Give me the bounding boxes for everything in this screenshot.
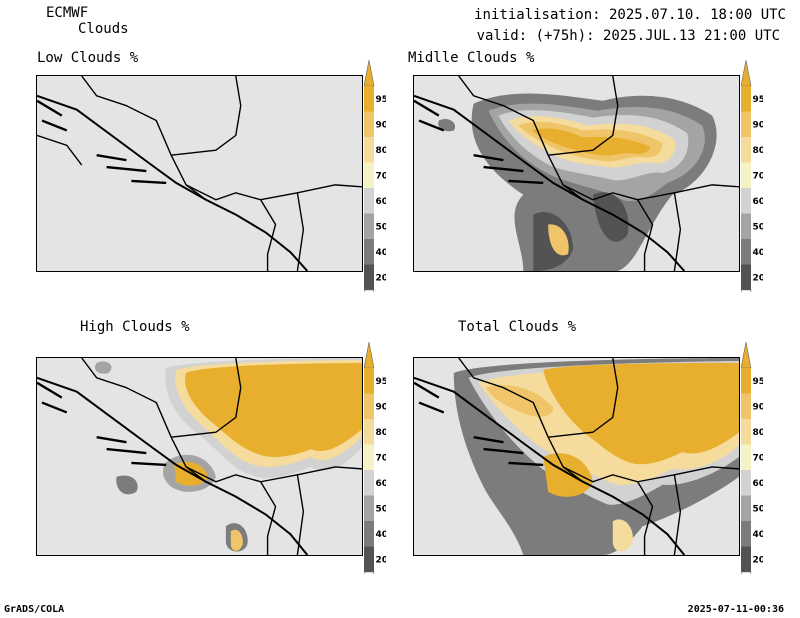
map-middle-clouds-drawing: [414, 76, 739, 271]
colorbar-segment: [364, 495, 374, 521]
colorbar-segment: [364, 368, 374, 394]
colorbar-total-svg: 95 90 80 70 60 50 40 20: [740, 341, 765, 597]
colorbar-segment: [741, 264, 751, 290]
colorbar-bottom-arrow: [363, 289, 375, 315]
colorbar-tick-label: 60: [753, 479, 764, 489]
colorbar-segment: [741, 444, 751, 470]
colorbar-tick-label: 60: [753, 197, 764, 207]
colorbar-tick-label: 95: [376, 377, 387, 387]
colorbar-tick-label: 40: [376, 248, 387, 258]
colorbar-tick-label: 40: [376, 530, 387, 540]
colorbar-segment: [364, 521, 374, 547]
panel-title-low: Low Clouds %: [37, 50, 139, 66]
colorbar-tick-label: 70: [376, 171, 387, 181]
colorbar-segment: [364, 264, 374, 290]
colorbar-segment: [741, 546, 751, 572]
colorbar-segment: [741, 419, 751, 445]
colorbar-top-arrow: [740, 59, 752, 87]
colorbar-segment: [364, 137, 374, 163]
colorbar-tick-label: 70: [753, 171, 764, 181]
map-high-clouds: [36, 357, 363, 556]
colorbar-bottom-arrow: [740, 289, 752, 315]
colorbar-tick-label: 80: [753, 428, 764, 438]
colorbar-bottom-arrow: [363, 571, 375, 597]
colorbar-segment: [741, 393, 751, 419]
colorbar-segment: [364, 239, 374, 265]
colorbar-tick-label: 80: [376, 428, 387, 438]
colorbar-segment: [741, 188, 751, 214]
colorbar-tick-label: 90: [753, 402, 764, 412]
colorbar-low-svg: 95 90 80 70 60 50 40 20: [363, 59, 388, 315]
panel-title-middle: Midlle Clouds %: [408, 50, 535, 66]
map-total-clouds-drawing: [414, 358, 739, 555]
colorbar-segment: [364, 393, 374, 419]
panel-title-total: Total Clouds %: [458, 319, 577, 335]
software-credit: GrADS/COLA: [4, 604, 65, 615]
colorbar-tick-label: 95: [753, 377, 764, 387]
panel-title-high: High Clouds %: [80, 319, 190, 335]
map-total-clouds: [413, 357, 740, 556]
colorbar-tick-label: 50: [753, 222, 764, 232]
colorbar-segment: [741, 86, 751, 112]
colorbar-tick-label: 60: [376, 479, 387, 489]
colorbar-tick-label: 20: [376, 273, 387, 283]
colorbar-top-arrow: [363, 341, 375, 369]
colorbar-middle: 95 90 80 70 60 50 40 20: [740, 59, 765, 315]
colorbar-segment: [741, 137, 751, 163]
colorbar-top-arrow: [363, 59, 375, 87]
colorbar-tick-label: 40: [753, 248, 764, 258]
parameter-name: Clouds: [78, 21, 129, 37]
colorbar-segment: [741, 495, 751, 521]
colorbar-tick-label: 80: [376, 146, 387, 156]
colorbar-high-svg: 95 90 80 70 60 50 40 20: [363, 341, 388, 597]
colorbar-tick-label: 80: [753, 146, 764, 156]
colorbar-segment: [364, 86, 374, 112]
colorbar-total: 95 90 80 70 60 50 40 20: [740, 341, 765, 597]
colorbar-segment: [364, 419, 374, 445]
colorbar-tick-label: 40: [753, 530, 764, 540]
colorbar-tick-label: 20: [376, 555, 387, 565]
colorbar-segment: [741, 213, 751, 239]
colorbar-segment: [364, 444, 374, 470]
colorbar-tick-label: 90: [376, 120, 387, 130]
colorbar-tick-label: 70: [376, 453, 387, 463]
colorbar-segment: [364, 470, 374, 496]
colorbar-segment: [741, 162, 751, 188]
colorbar-tick-label: 90: [376, 402, 387, 412]
colorbar-tick-label: 20: [753, 555, 764, 565]
colorbar-segment: [364, 162, 374, 188]
map-middle-clouds: [413, 75, 740, 272]
model-name: ECMWF: [46, 5, 89, 21]
colorbar-tick-label: 95: [376, 95, 387, 105]
colorbar-segment: [741, 239, 751, 265]
colorbar-tick-label: 20: [753, 273, 764, 283]
colorbar-segment: [364, 546, 374, 572]
colorbar-bottom-arrow: [740, 571, 752, 597]
colorbar-middle-svg: 95 90 80 70 60 50 40 20: [740, 59, 765, 315]
colorbar-segment: [741, 521, 751, 547]
colorbar-segment: [364, 111, 374, 137]
map-low-clouds: [36, 75, 363, 272]
colorbar-tick-label: 70: [753, 453, 764, 463]
map-low-clouds-drawing: [37, 76, 362, 271]
init-time: initialisation: 2025.07.10. 18:00 UTC: [474, 7, 786, 23]
colorbar-tick-label: 95: [753, 95, 764, 105]
colorbar-segment: [364, 213, 374, 239]
colorbar-tick-label: 60: [376, 197, 387, 207]
colorbar-low: 95 90 80 70 60 50 40 20: [363, 59, 388, 315]
colorbar-high: 95 90 80 70 60 50 40 20: [363, 341, 388, 597]
valid-time: valid: (+75h): 2025.JUL.13 21:00 UTC: [476, 28, 780, 44]
colorbar-tick-label: 50: [753, 504, 764, 514]
colorbar-tick-label: 50: [376, 504, 387, 514]
colorbar-segment: [741, 470, 751, 496]
colorbar-tick-label: 90: [753, 120, 764, 130]
footer-timestamp: 2025-07-11-00:36: [687, 604, 784, 615]
map-high-clouds-drawing: [37, 358, 362, 555]
colorbar-segment: [741, 111, 751, 137]
colorbar-tick-label: 50: [376, 222, 387, 232]
colorbar-segment: [741, 368, 751, 394]
colorbar-top-arrow: [740, 341, 752, 369]
colorbar-segment: [364, 188, 374, 214]
